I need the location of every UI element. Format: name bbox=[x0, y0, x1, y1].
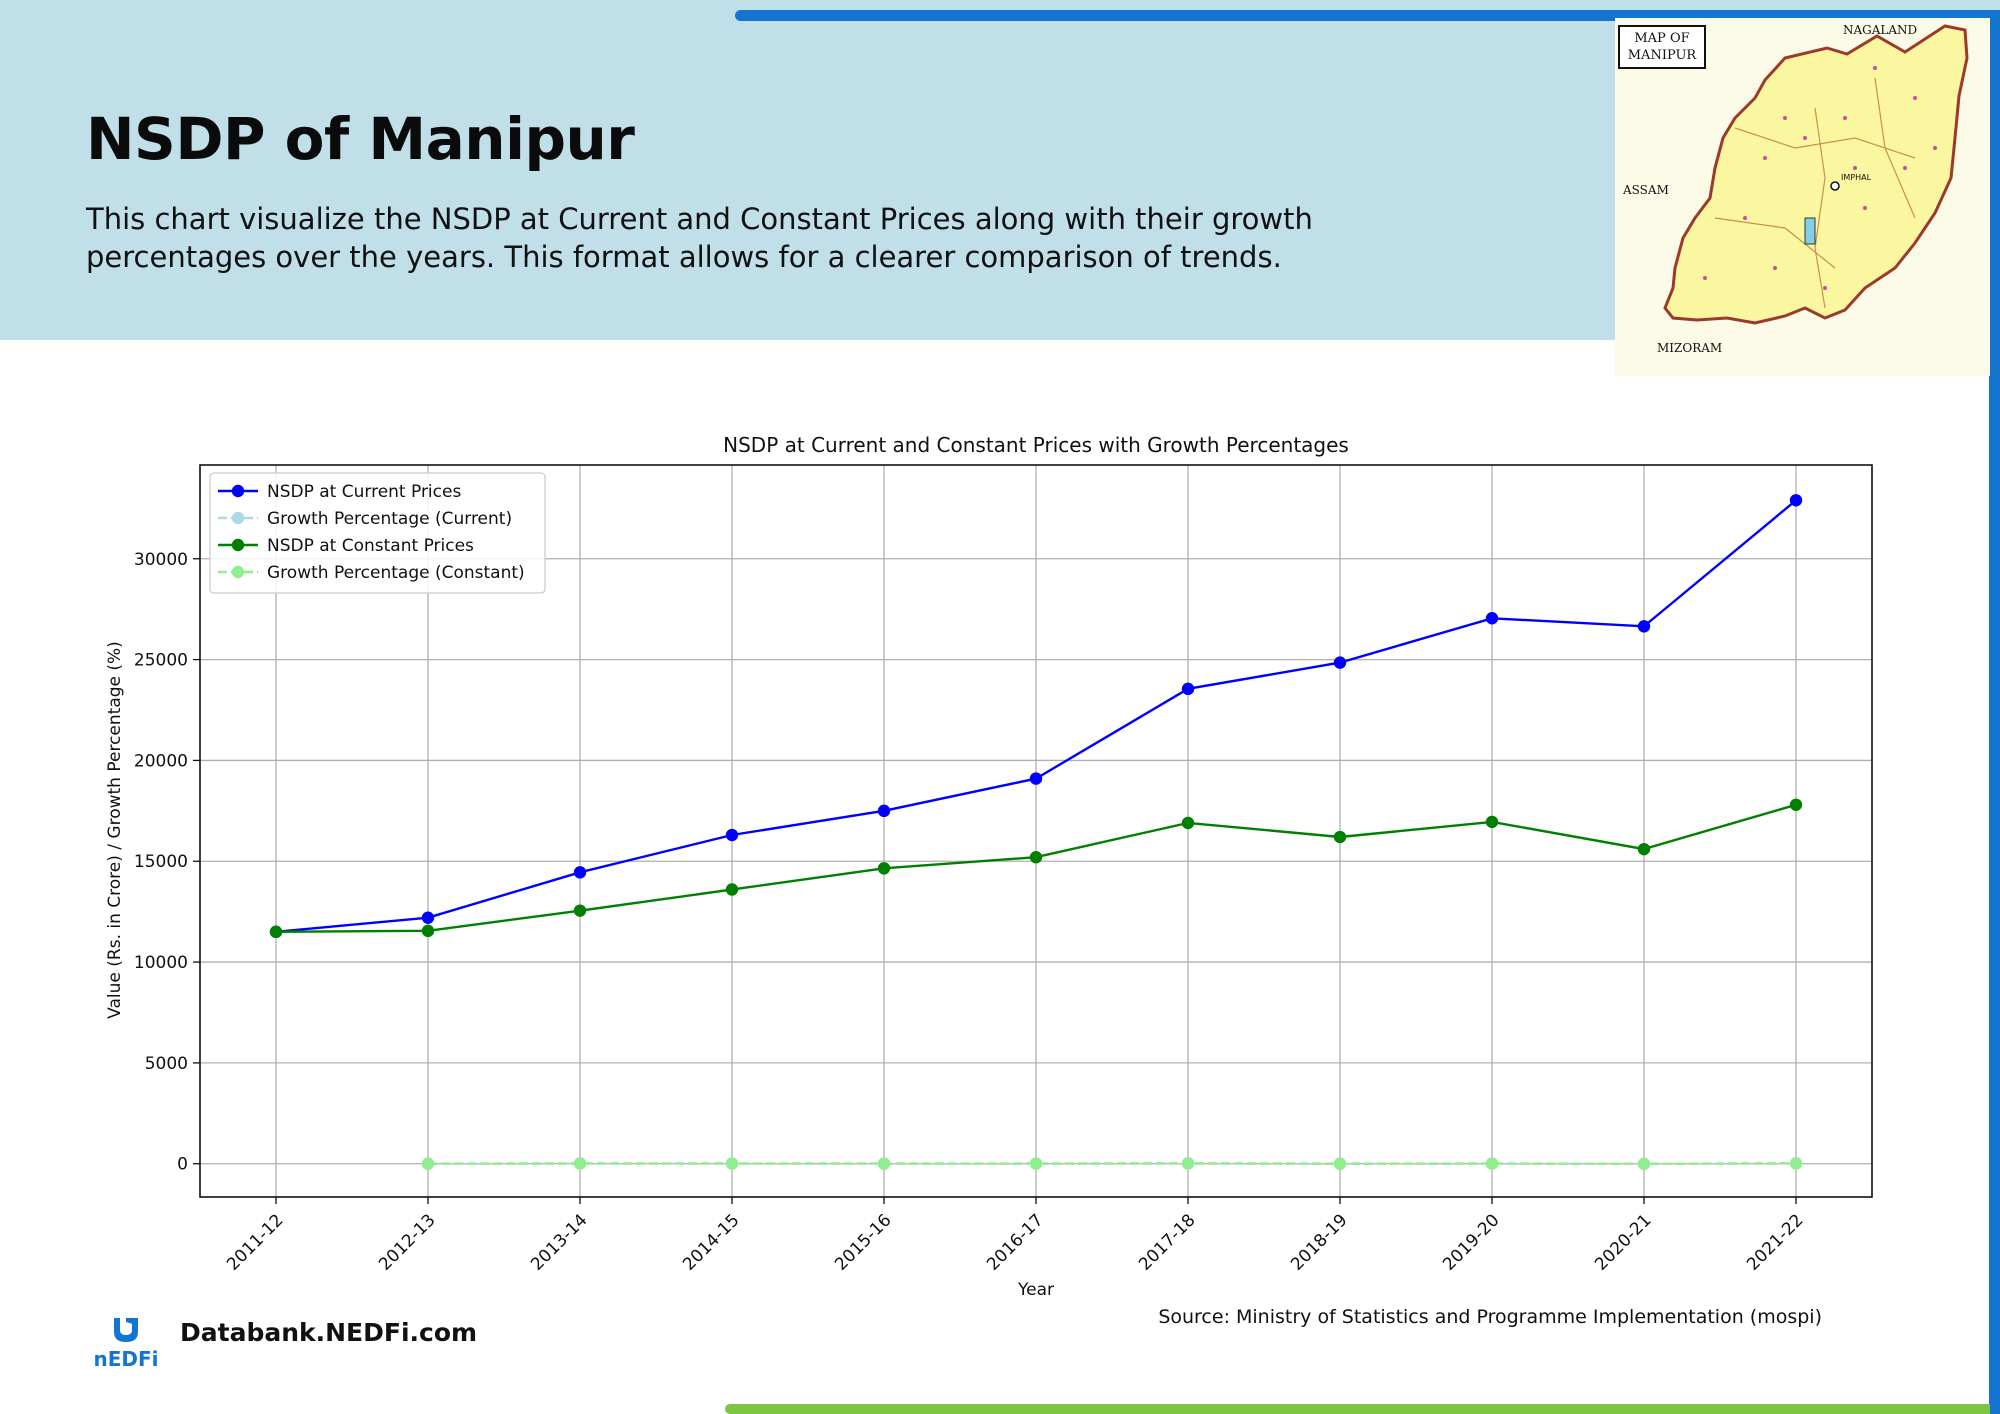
x-tick-label: 2017-18 bbox=[1135, 1210, 1199, 1274]
data-point bbox=[1333, 830, 1347, 844]
y-tick-label: 30000 bbox=[134, 550, 188, 570]
data-point bbox=[1789, 1157, 1803, 1170]
x-tick-label: 2016-17 bbox=[983, 1210, 1047, 1274]
data-point bbox=[1333, 656, 1347, 669]
data-point bbox=[1637, 620, 1651, 633]
legend-swatch-marker bbox=[231, 511, 245, 525]
chart-container: NSDP at Current and Constant Prices with… bbox=[0, 420, 2000, 1320]
data-point bbox=[725, 1157, 739, 1170]
y-tick-label: 15000 bbox=[134, 852, 188, 872]
data-point bbox=[573, 904, 587, 917]
series-layer bbox=[269, 494, 1803, 1171]
map-label-nagaland: NAGALAND bbox=[1843, 23, 1917, 37]
data-point bbox=[1029, 772, 1043, 785]
data-point bbox=[725, 883, 739, 896]
data-point bbox=[1485, 1157, 1499, 1170]
logo-text: nEDFi bbox=[93, 1347, 158, 1370]
source-note: Source: Ministry of Statistics and Progr… bbox=[1158, 1306, 1822, 1328]
data-point bbox=[1181, 1157, 1195, 1170]
bottom-accent-line bbox=[725, 1404, 1990, 1414]
data-point bbox=[1789, 494, 1803, 507]
top-accent-line bbox=[735, 10, 1990, 21]
page-description: This chart visualize the NSDP at Current… bbox=[86, 202, 1313, 274]
map-title-line1: MAP OF bbox=[1634, 31, 1689, 46]
map-title-line2: MANIPUR bbox=[1628, 48, 1698, 63]
legend: NSDP at Current Prices Growth Percentage … bbox=[209, 472, 546, 594]
map-label-assam: ASSAM bbox=[1622, 183, 1669, 197]
data-point bbox=[421, 1157, 435, 1170]
data-point bbox=[269, 925, 283, 939]
page-title: NSDP of Manipur bbox=[86, 105, 635, 173]
data-point bbox=[725, 828, 739, 842]
data-point bbox=[877, 804, 891, 818]
legend-box bbox=[209, 472, 546, 594]
y-tick-label: 20000 bbox=[134, 751, 188, 771]
x-tick-label: 2011-12 bbox=[223, 1210, 287, 1274]
y-axis-label: Value (Rs. in Crore) / Growth Percentage… bbox=[105, 641, 125, 1019]
nsdp-line-chart: NSDP at Current and Constant Prices with… bbox=[105, 433, 1873, 1300]
legend-entry-label: NSDP at Current Prices bbox=[267, 482, 461, 502]
data-point bbox=[1029, 1157, 1043, 1170]
manipur-state-shape bbox=[1663, 24, 1969, 325]
data-point bbox=[1181, 816, 1195, 830]
legend-swatch-marker bbox=[231, 484, 245, 498]
data-point bbox=[1637, 842, 1651, 856]
data-point bbox=[421, 924, 435, 938]
x-tick-label: 2015-16 bbox=[831, 1210, 895, 1274]
data-point bbox=[1637, 1157, 1651, 1171]
data-point bbox=[877, 1157, 891, 1170]
x-tick-label: 2019-20 bbox=[1439, 1210, 1503, 1274]
grid-lines bbox=[200, 465, 1872, 1197]
manipur-map: MAP OF MANIPUR IMPHAL NAGALAND ASSAM MIZ… bbox=[1615, 18, 1990, 376]
chart-title: NSDP at Current and Constant Prices with… bbox=[723, 433, 1349, 457]
legend-swatch-marker bbox=[231, 565, 245, 579]
brand-link[interactable]: Databank.NEDFi.com bbox=[180, 1318, 478, 1347]
legend-entry-label: Growth Percentage (Current) bbox=[267, 509, 512, 529]
x-tick-label: 2018-19 bbox=[1287, 1210, 1351, 1274]
x-tick-label: 2020-21 bbox=[1591, 1210, 1655, 1274]
data-point bbox=[573, 1157, 587, 1170]
data-point bbox=[1333, 1157, 1347, 1171]
nedfi-logo: nEDFi bbox=[92, 1316, 160, 1371]
y-tick-label: 5000 bbox=[145, 1054, 188, 1074]
data-point bbox=[1485, 815, 1499, 829]
series-line bbox=[427, 1162, 1797, 1166]
data-point bbox=[573, 866, 587, 879]
data-point bbox=[1485, 612, 1499, 625]
y-tick-label: 25000 bbox=[134, 651, 188, 671]
data-point bbox=[1181, 682, 1195, 696]
data-point bbox=[1029, 851, 1043, 864]
x-tick-label: 2012-13 bbox=[375, 1210, 439, 1274]
legend-entry-label: NSDP at Constant Prices bbox=[267, 536, 474, 556]
right-accent-line bbox=[1989, 10, 2000, 1414]
data-point bbox=[421, 911, 435, 924]
map-label-mizoram: MIZORAM bbox=[1657, 341, 1722, 355]
data-point bbox=[877, 862, 891, 875]
map-capital-label: IMPHAL bbox=[1841, 173, 1872, 182]
legend-entry-label: Growth Percentage (Constant) bbox=[267, 563, 525, 583]
x-tick-label: 2014-15 bbox=[679, 1210, 743, 1274]
x-axis-label: Year bbox=[1017, 1280, 1054, 1300]
x-tick-label: 2013-14 bbox=[527, 1210, 591, 1274]
data-point bbox=[1789, 798, 1803, 811]
map-title-box bbox=[1618, 25, 1706, 69]
y-tick-label: 0 bbox=[177, 1155, 188, 1175]
y-tick-label: 10000 bbox=[134, 953, 188, 973]
x-tick-label: 2021-22 bbox=[1743, 1210, 1807, 1274]
legend-swatch-marker bbox=[231, 538, 245, 552]
